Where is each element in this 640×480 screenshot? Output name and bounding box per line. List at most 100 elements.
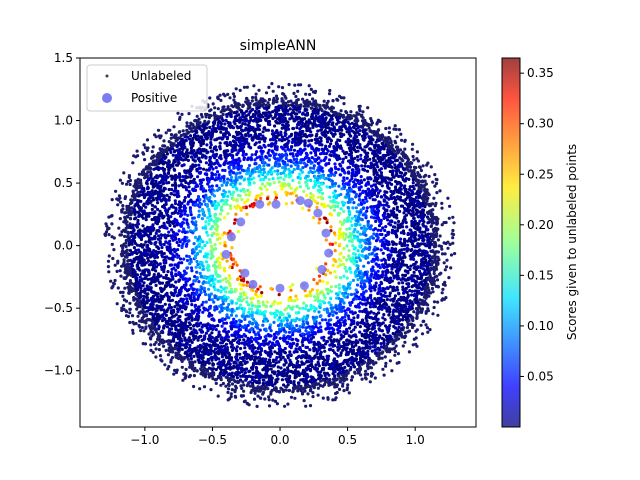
unlabeled-point — [232, 221, 237, 225]
unlabeled-point — [250, 153, 254, 157]
unlabeled-point — [156, 201, 160, 205]
unlabeled-point — [410, 293, 414, 297]
unlabeled-point — [425, 326, 429, 330]
unlabeled-point — [429, 165, 433, 169]
unlabeled-point — [305, 129, 309, 133]
unlabeled-point — [356, 348, 360, 352]
unlabeled-point — [314, 363, 318, 367]
unlabeled-point — [167, 195, 171, 199]
unlabeled-point — [213, 287, 217, 292]
unlabeled-point — [331, 99, 335, 103]
unlabeled-point — [292, 148, 297, 152]
unlabeled-point — [271, 110, 275, 114]
unlabeled-point — [240, 198, 244, 202]
unlabeled-point — [358, 223, 362, 227]
unlabeled-point — [351, 169, 355, 173]
unlabeled-point — [309, 87, 313, 91]
unlabeled-point — [253, 304, 257, 308]
unlabeled-point — [293, 368, 298, 373]
unlabeled-point — [292, 380, 296, 384]
unlabeled-point — [381, 154, 385, 158]
unlabeled-point — [311, 391, 315, 395]
unlabeled-point — [124, 226, 128, 230]
unlabeled-point — [332, 257, 336, 261]
unlabeled-point — [388, 294, 392, 298]
unlabeled-point — [213, 351, 217, 355]
unlabeled-point — [360, 362, 364, 366]
unlabeled-point — [384, 361, 388, 365]
unlabeled-point — [327, 161, 331, 166]
unlabeled-point — [415, 150, 419, 154]
unlabeled-point — [243, 317, 247, 321]
unlabeled-point — [208, 155, 212, 159]
unlabeled-point — [222, 216, 227, 220]
unlabeled-point — [148, 232, 153, 236]
unlabeled-point — [365, 206, 369, 210]
unlabeled-point — [157, 234, 161, 238]
unlabeled-point — [262, 164, 266, 168]
unlabeled-point — [286, 141, 290, 146]
unlabeled-point — [349, 110, 353, 114]
unlabeled-point — [410, 190, 415, 194]
unlabeled-point — [318, 299, 322, 303]
unlabeled-point — [380, 184, 384, 188]
unlabeled-point — [175, 163, 179, 167]
unlabeled-point — [216, 288, 220, 292]
unlabeled-point — [247, 310, 251, 314]
unlabeled-point — [216, 352, 221, 356]
unlabeled-point — [264, 155, 268, 159]
unlabeled-point — [388, 310, 392, 314]
unlabeled-point — [385, 196, 389, 200]
unlabeled-point — [114, 189, 118, 193]
unlabeled-point — [141, 193, 145, 197]
unlabeled-point — [286, 383, 290, 387]
unlabeled-point — [242, 383, 246, 387]
unlabeled-point — [372, 362, 376, 366]
unlabeled-point — [243, 346, 247, 350]
unlabeled-point — [379, 171, 383, 175]
unlabeled-point — [243, 200, 247, 204]
unlabeled-point — [212, 231, 216, 235]
unlabeled-point — [412, 158, 416, 162]
unlabeled-point — [151, 145, 155, 149]
unlabeled-point — [292, 190, 296, 194]
unlabeled-point — [360, 377, 364, 381]
unlabeled-point — [392, 297, 396, 301]
unlabeled-point — [382, 203, 386, 207]
unlabeled-point — [357, 256, 361, 260]
unlabeled-point — [449, 253, 454, 257]
unlabeled-point — [217, 330, 221, 334]
unlabeled-point — [171, 183, 175, 187]
unlabeled-point — [341, 262, 345, 267]
unlabeled-point — [123, 234, 127, 238]
unlabeled-point — [351, 206, 355, 210]
unlabeled-point — [336, 204, 340, 208]
unlabeled-point — [313, 182, 318, 186]
unlabeled-point — [443, 252, 447, 256]
unlabeled-point — [299, 152, 303, 156]
unlabeled-point — [337, 374, 341, 378]
unlabeled-point — [234, 87, 238, 91]
unlabeled-point — [321, 384, 325, 388]
unlabeled-point — [224, 342, 229, 346]
unlabeled-point — [315, 315, 319, 320]
unlabeled-point — [243, 371, 247, 375]
unlabeled-point — [301, 343, 305, 347]
unlabeled-point — [342, 389, 346, 393]
unlabeled-point — [223, 306, 227, 310]
unlabeled-point — [354, 335, 358, 339]
unlabeled-point — [417, 237, 421, 241]
unlabeled-point — [238, 182, 242, 186]
unlabeled-point — [157, 342, 161, 346]
unlabeled-point — [444, 220, 448, 225]
unlabeled-point — [277, 360, 281, 364]
unlabeled-point — [381, 226, 385, 230]
unlabeled-point — [213, 266, 217, 270]
unlabeled-point — [383, 166, 387, 170]
unlabeled-point — [342, 176, 346, 180]
unlabeled-point — [253, 167, 257, 171]
unlabeled-point — [158, 209, 162, 213]
unlabeled-point — [233, 101, 237, 105]
unlabeled-point — [343, 315, 347, 319]
unlabeled-point — [106, 259, 111, 263]
